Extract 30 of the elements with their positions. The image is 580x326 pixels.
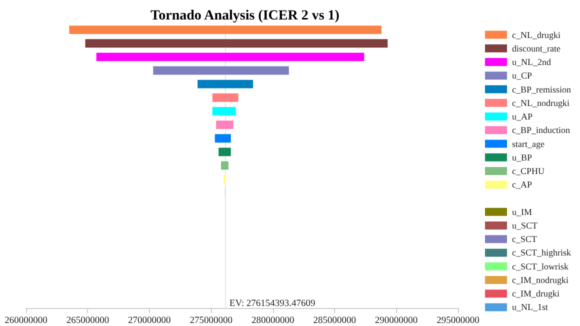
legend-label: c_SCT_lowrisk — [512, 261, 569, 272]
legend-label: c_AP — [512, 180, 532, 190]
legend-label: u_BP — [512, 152, 532, 162]
legend-label: u_AP — [512, 112, 533, 122]
legend-label: u_SCT — [512, 220, 538, 230]
ref-line-label: EV: 276154393.47609 — [229, 299, 316, 309]
legend-label: u_NL_2nd — [512, 57, 552, 68]
legend-label: c_BP_remission — [512, 84, 572, 94]
legend-label: u_NL_1st — [512, 302, 548, 312]
x-tick-label: 270000000 — [128, 316, 172, 326]
legend-label: start_age — [512, 138, 544, 149]
legend-label: discount_rate — [512, 43, 560, 54]
x-tick-label: 265000000 — [66, 316, 110, 326]
chart-title: Tornado Analysis (ICER 2 vs 1) — [150, 8, 340, 24]
legend-label: c_SCT_highrisk — [512, 248, 572, 258]
legend-label: u_IM — [512, 206, 532, 217]
legend-label: c_NL_nodrugki — [512, 98, 570, 108]
x-tick-label: 280000000 — [251, 316, 294, 326]
legend-label: c_IM_nodrugki — [512, 274, 569, 285]
legend-label: c_IM_drugki — [512, 288, 560, 299]
x-tick-label: 260000000 — [4, 316, 48, 326]
x-tick-label: 275000000 — [190, 316, 233, 326]
legend-label: u_CP — [512, 70, 532, 81]
x-tick-label: 285000000 — [313, 316, 356, 326]
legend-label: c_CPHU — [512, 166, 545, 176]
x-tick-label: 290000000 — [374, 316, 418, 326]
legend-label: c_NL_drugki — [512, 30, 561, 40]
legend-label: c_SCT — [512, 234, 538, 244]
legend-label: c_BP_induction — [512, 125, 570, 136]
x-tick-label: 295000000 — [436, 316, 480, 326]
